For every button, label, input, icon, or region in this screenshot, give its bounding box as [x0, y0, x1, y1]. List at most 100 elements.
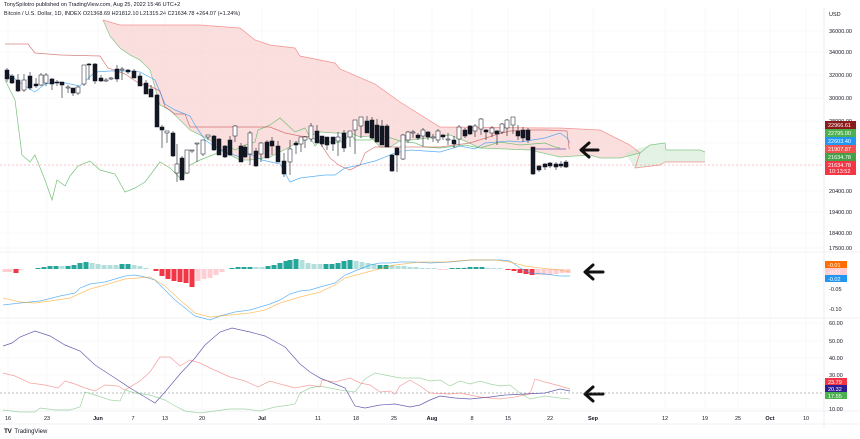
macd-histogram-bar [189, 269, 195, 287]
macd-histogram-bar [7, 269, 13, 272]
candle [33, 83, 39, 87]
candle [324, 136, 330, 146]
time-axis-label: 23 [44, 416, 50, 422]
time-axis[interactable]: 16 23 Jun 7 13 20 Jul 11 18 25 Aug 8 15 22 Sep 12 19 25 Oc… [5, 416, 809, 422]
macd-histogram-bar [479, 267, 485, 269]
macd-histogram-bar [497, 268, 503, 269]
candle [302, 136, 308, 141]
candle [59, 81, 65, 86]
candle [205, 134, 211, 138]
candle [131, 70, 137, 79]
time-axis-label: 20 [199, 416, 205, 422]
macd-histogram-bar [473, 267, 479, 269]
candle [374, 124, 380, 143]
candle [415, 134, 421, 139]
macd-histogram-bar [523, 269, 529, 274]
macd-histogram-bar [125, 264, 131, 269]
macd-axis-label: -0.10 [829, 307, 842, 313]
macd-histogram-bar [101, 265, 107, 269]
candle [563, 161, 569, 168]
macd-histogram-bar [305, 263, 311, 269]
candle [542, 163, 548, 168]
svg-text:22603.40: 22603.40 [828, 139, 851, 145]
macd-histogram-bar [229, 268, 235, 269]
candle [189, 149, 195, 152]
macd-histogram-bar [443, 269, 449, 270]
candle [170, 132, 176, 157]
macd-histogram-bar [95, 264, 101, 269]
candle [253, 150, 259, 167]
candle [467, 125, 473, 135]
symbol-ohlc-line: Bitcoin / U.S. Dollar, 1D, INDEX O21368.… [4, 11, 241, 17]
macd-histogram-bar [265, 266, 271, 269]
macd-histogram-bar [517, 269, 523, 273]
senkou-span-b [102, 19, 705, 169]
macd-histogram-bar [213, 269, 219, 275]
price-axis[interactable]: USD36000.0034000.0032000.0030000.0028000… [825, 12, 856, 413]
price-axis-label: 36000.00 [829, 29, 852, 35]
candle [364, 120, 370, 134]
svg-text:17.55: 17.55 [828, 394, 842, 400]
macd-histogram-bar [235, 267, 241, 269]
candle [553, 163, 559, 168]
macd-histogram-bar [461, 268, 467, 269]
candle [232, 125, 238, 137]
dmi-axis-label: 30.00 [829, 373, 843, 379]
candle [216, 138, 222, 156]
time-axis-label: Oct [765, 416, 774, 422]
brand-name: TradingView [14, 428, 48, 435]
candle [341, 132, 347, 149]
dmi-axis-label: 60.00 [829, 321, 843, 327]
macd-histogram-bar [425, 268, 431, 269]
dmi-axis-label: 50.00 [829, 339, 843, 345]
candle [504, 119, 510, 129]
macd-histogram-bar [553, 269, 559, 274]
candle [27, 75, 33, 89]
candle [269, 140, 275, 147]
candle [258, 142, 264, 155]
candle [275, 145, 281, 163]
macd-histogram-bar [287, 260, 293, 269]
macd-histogram-bar [195, 269, 201, 281]
macd-histogram-bar [437, 269, 443, 270]
candle [81, 64, 87, 85]
candle [238, 145, 244, 163]
time-axis-label: 7 [131, 416, 134, 422]
macd-histogram-bar [335, 263, 341, 269]
candle [38, 74, 44, 86]
candle [298, 136, 304, 145]
macd-histogram-bar [18, 269, 24, 270]
time-axis-label: 22 [547, 416, 553, 422]
candle [86, 63, 92, 66]
macd-histogram-bar [541, 269, 547, 275]
macd-histogram-bar [201, 269, 207, 279]
candle [43, 74, 49, 84]
macd-histogram-bar [77, 263, 83, 269]
svg-text:-0.02: -0.02 [828, 277, 841, 283]
macd-histogram-bar [47, 266, 53, 269]
candle [164, 130, 170, 134]
arrow-annotation-dmi [583, 385, 605, 403]
price-axis-label: 17500.00 [829, 246, 852, 252]
candle [314, 130, 320, 144]
macd-histogram-bar [401, 266, 407, 269]
macd-histogram-bar [283, 261, 289, 269]
candle [293, 142, 299, 146]
candle [75, 86, 81, 94]
price-tag [825, 137, 856, 145]
candle [489, 127, 495, 134]
candle [319, 135, 325, 145]
macd-histogram-bar [113, 265, 119, 269]
candle [70, 87, 76, 94]
price-axis-label: 30000.00 [829, 96, 852, 102]
candle [410, 131, 416, 134]
candle [472, 125, 478, 132]
candle [125, 69, 131, 73]
macd-histogram-bar [207, 269, 213, 278]
time-axis-label: 13 [162, 416, 168, 422]
time-axis-label: Jun [93, 416, 103, 422]
tradingview-logo-icon: TV [4, 428, 12, 435]
macd-histogram-bar [253, 267, 259, 269]
candle [54, 81, 60, 84]
